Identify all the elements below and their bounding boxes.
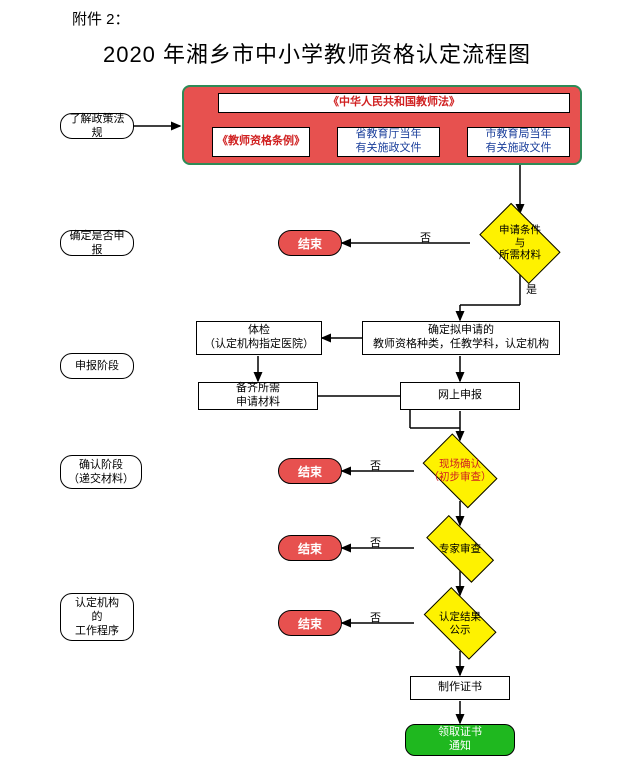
terminal-receive: 领取证书 通知 xyxy=(405,724,515,756)
box-apply-online: 网上申报 xyxy=(400,382,520,410)
label-no-1: 否 xyxy=(420,229,431,245)
stage-2: 确定是否申报 xyxy=(60,230,134,256)
box-province: 省教育厅当年 有关施政文件 xyxy=(337,127,440,157)
box-law: 《中华人民共和国教师法》 xyxy=(218,93,570,113)
end-pill-3-text: 结束 xyxy=(298,540,322,557)
decision-publicity: 认定结果 公示 xyxy=(414,596,506,652)
label-yes-1: 是 xyxy=(526,281,537,297)
flowchart: 《中华人民共和国教师法》 《教师资格条例》 省教育厅当年 有关施政文件 市教育局… xyxy=(0,83,634,763)
decision-conditions: 申请条件 与 所需材料 xyxy=(470,211,570,275)
box-regulation: 《教师资格条例》 xyxy=(212,127,310,157)
box-apply-online-text: 网上申报 xyxy=(438,389,482,403)
box-prepare-text: 备齐所需 申请材料 xyxy=(236,382,280,410)
box-make-cert-text: 制作证书 xyxy=(438,681,482,695)
decision-expert: 专家审查 xyxy=(414,526,506,572)
end-pill-2-text: 结束 xyxy=(298,463,322,480)
end-pill-4: 结束 xyxy=(278,610,342,636)
stage-4-text: 确认阶段 （递交材料） xyxy=(68,458,134,487)
box-physical: 体检 （认定机构指定医院） xyxy=(196,321,322,355)
box-prepare: 备齐所需 申请材料 xyxy=(198,382,318,410)
label-no-3: 否 xyxy=(370,534,381,550)
decision-onsite-text: 现场确认 （初步审查） xyxy=(429,458,492,483)
stage-5: 认定机构 的 工作程序 xyxy=(60,593,134,641)
decision-conditions-text: 申请条件 与 所需材料 xyxy=(499,224,541,262)
end-pill-1-text: 结束 xyxy=(298,235,322,252)
terminal-receive-text: 领取证书 通知 xyxy=(438,726,482,754)
box-city: 市教育局当年 有关施政文件 xyxy=(467,127,570,157)
box-law-text: 《中华人民共和国教师法》 xyxy=(328,96,460,110)
end-pill-3: 结束 xyxy=(278,535,342,561)
page-title: 2020 年湘乡市中小学教师资格认定流程图 xyxy=(0,37,634,69)
stage-1-text: 了解政策法规 xyxy=(67,112,127,141)
stage-3-text: 申报阶段 xyxy=(75,359,119,373)
stage-2-text: 确定是否申报 xyxy=(67,229,127,258)
connectors xyxy=(0,83,634,763)
label-no-2: 否 xyxy=(370,457,381,473)
end-pill-1: 结束 xyxy=(278,230,342,256)
box-city-text: 市教育局当年 有关施政文件 xyxy=(486,128,552,156)
box-province-text: 省教育厅当年 有关施政文件 xyxy=(356,128,422,156)
box-confirm-type: 确定拟申请的 教师资格种类，任教学科，认定机构 xyxy=(362,321,560,355)
end-pill-4-text: 结束 xyxy=(298,615,322,632)
attachment-label: 附件 2： xyxy=(72,8,634,29)
decision-onsite: 现场确认 （初步审查） xyxy=(414,441,506,501)
stage-5-text: 认定机构 的 工作程序 xyxy=(75,596,119,639)
box-make-cert: 制作证书 xyxy=(410,676,510,700)
label-no-4: 否 xyxy=(370,609,381,625)
decision-publicity-text: 认定结果 公示 xyxy=(439,611,481,636)
end-pill-2: 结束 xyxy=(278,458,342,484)
box-regulation-text: 《教师资格条例》 xyxy=(217,135,305,149)
stage-1: 了解政策法规 xyxy=(60,113,134,139)
box-confirm-type-text: 确定拟申请的 教师资格种类，任教学科，认定机构 xyxy=(373,324,549,352)
box-physical-text: 体检 （认定机构指定医院） xyxy=(204,324,314,352)
stage-3: 申报阶段 xyxy=(60,353,134,379)
decision-expert-text: 专家审查 xyxy=(439,543,481,556)
stage-4: 确认阶段 （递交材料） xyxy=(60,455,142,489)
